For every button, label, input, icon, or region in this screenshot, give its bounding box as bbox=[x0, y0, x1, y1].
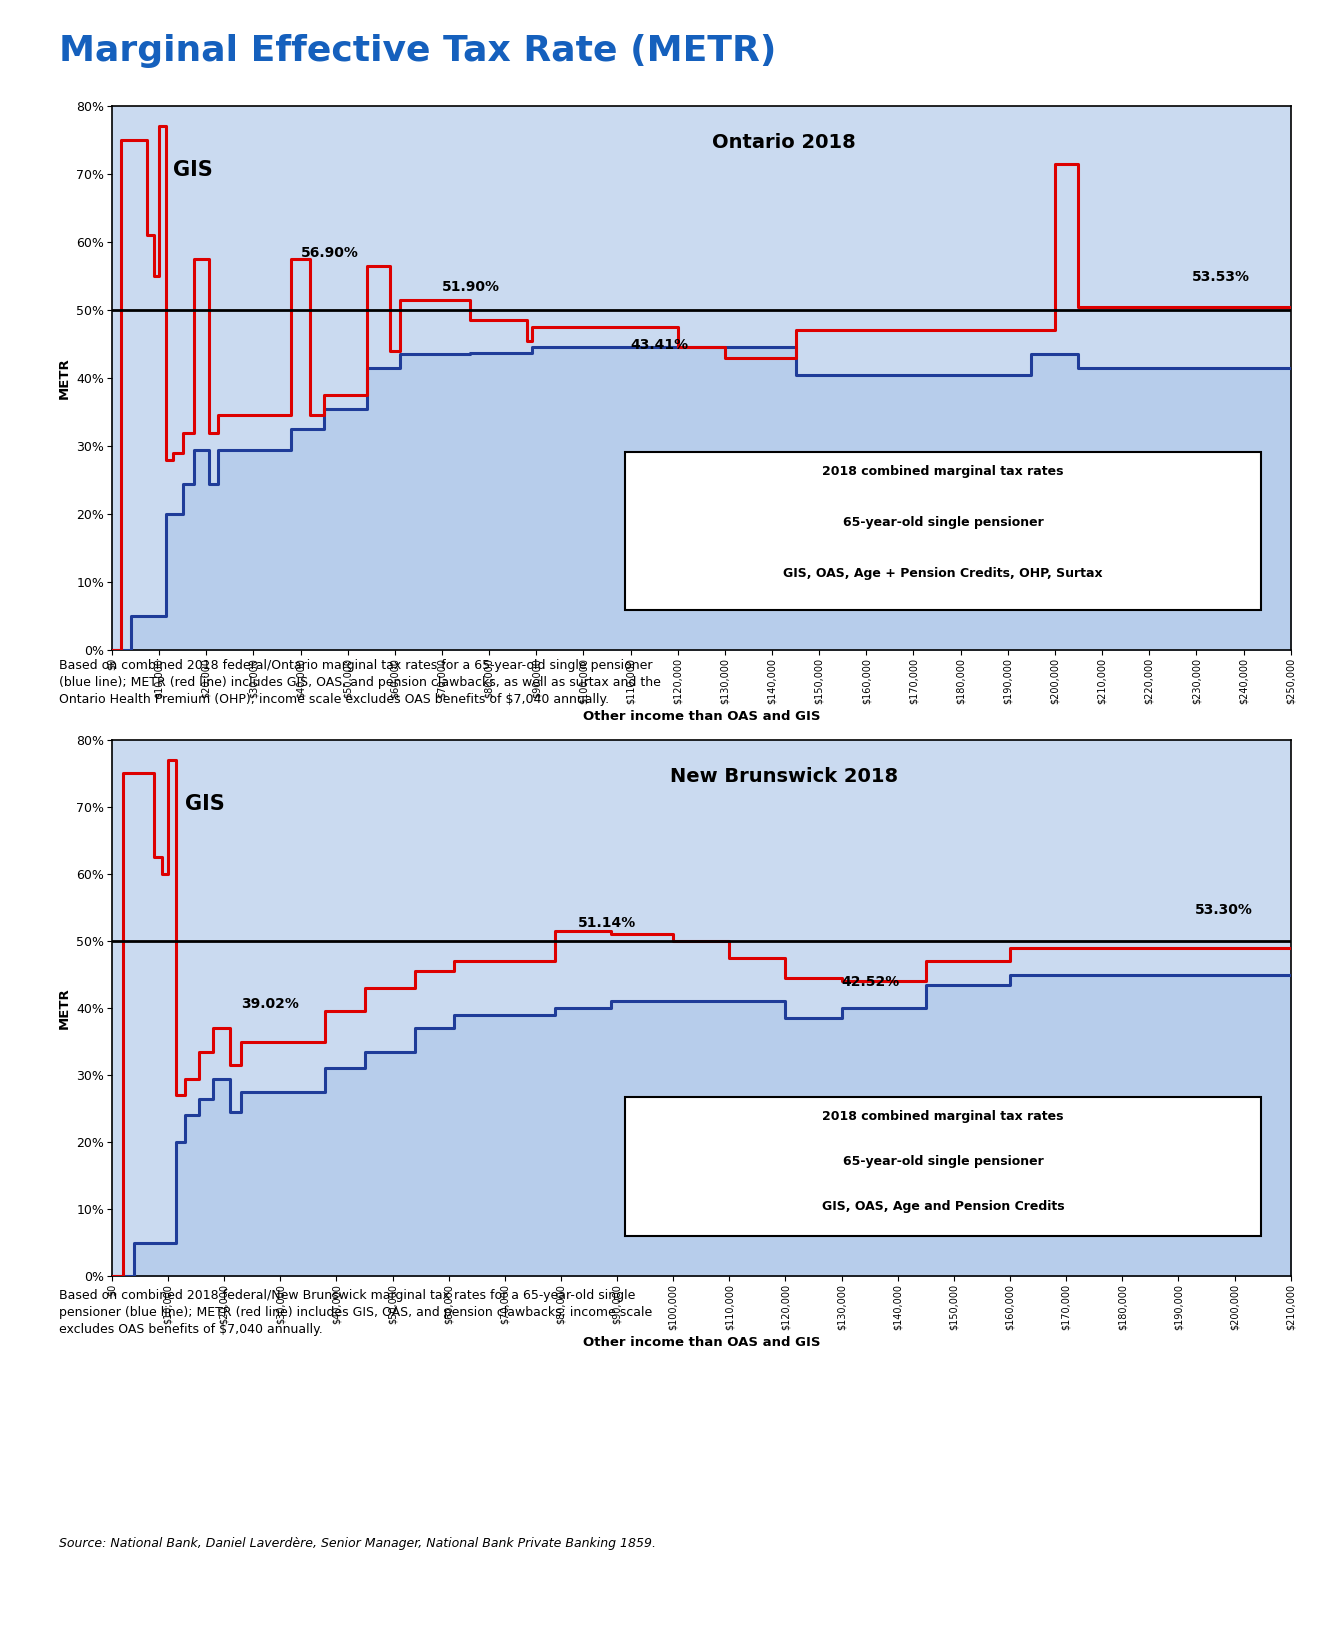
Text: Source: National Bank, Daniel Laverdère, Senior Manager, National Bank Private B: Source: National Bank, Daniel Laverdère,… bbox=[59, 1537, 656, 1550]
Text: 56.90%: 56.90% bbox=[300, 246, 358, 260]
Text: GIS: GIS bbox=[174, 161, 213, 180]
Text: 39.02%: 39.02% bbox=[241, 997, 299, 1011]
Text: GIS, OAS, Age + Pension Credits, OHP, Surtax: GIS, OAS, Age + Pension Credits, OHP, Su… bbox=[784, 567, 1102, 580]
X-axis label: Other income than OAS and GIS: Other income than OAS and GIS bbox=[582, 1335, 820, 1348]
Text: 65-year-old single pensioner: 65-year-old single pensioner bbox=[843, 515, 1043, 528]
Text: 51.14%: 51.14% bbox=[578, 917, 636, 930]
Text: Marginal Effective Tax Rate (METR): Marginal Effective Tax Rate (METR) bbox=[59, 34, 777, 68]
Text: Based on combined 2018 federal/Ontario marginal tax rates for a 65-year-old sing: Based on combined 2018 federal/Ontario m… bbox=[59, 659, 661, 706]
Text: GIS: GIS bbox=[184, 793, 225, 813]
Text: 2018 combined marginal tax rates: 2018 combined marginal tax rates bbox=[822, 1111, 1064, 1124]
X-axis label: Other income than OAS and GIS: Other income than OAS and GIS bbox=[582, 711, 820, 724]
Text: 51.90%: 51.90% bbox=[443, 280, 500, 294]
Text: 53.30%: 53.30% bbox=[1196, 902, 1252, 917]
Text: 42.52%: 42.52% bbox=[842, 976, 900, 989]
Text: Ontario 2018: Ontario 2018 bbox=[712, 133, 856, 151]
FancyBboxPatch shape bbox=[624, 452, 1262, 610]
Text: 53.53%: 53.53% bbox=[1192, 270, 1250, 285]
Text: 2018 combined marginal tax rates: 2018 combined marginal tax rates bbox=[822, 465, 1064, 478]
Y-axis label: METR: METR bbox=[58, 358, 71, 398]
FancyBboxPatch shape bbox=[624, 1096, 1262, 1236]
Text: GIS, OAS, Age and Pension Credits: GIS, OAS, Age and Pension Credits bbox=[822, 1200, 1064, 1213]
Y-axis label: METR: METR bbox=[58, 987, 71, 1029]
Text: Based on combined 2018 federal/New Brunswick marginal tax rates for a 65-year-ol: Based on combined 2018 federal/New Bruns… bbox=[59, 1289, 652, 1337]
Text: 65-year-old single pensioner: 65-year-old single pensioner bbox=[843, 1154, 1043, 1167]
Text: 43.41%: 43.41% bbox=[631, 338, 689, 353]
Text: New Brunswick 2018: New Brunswick 2018 bbox=[670, 767, 898, 785]
